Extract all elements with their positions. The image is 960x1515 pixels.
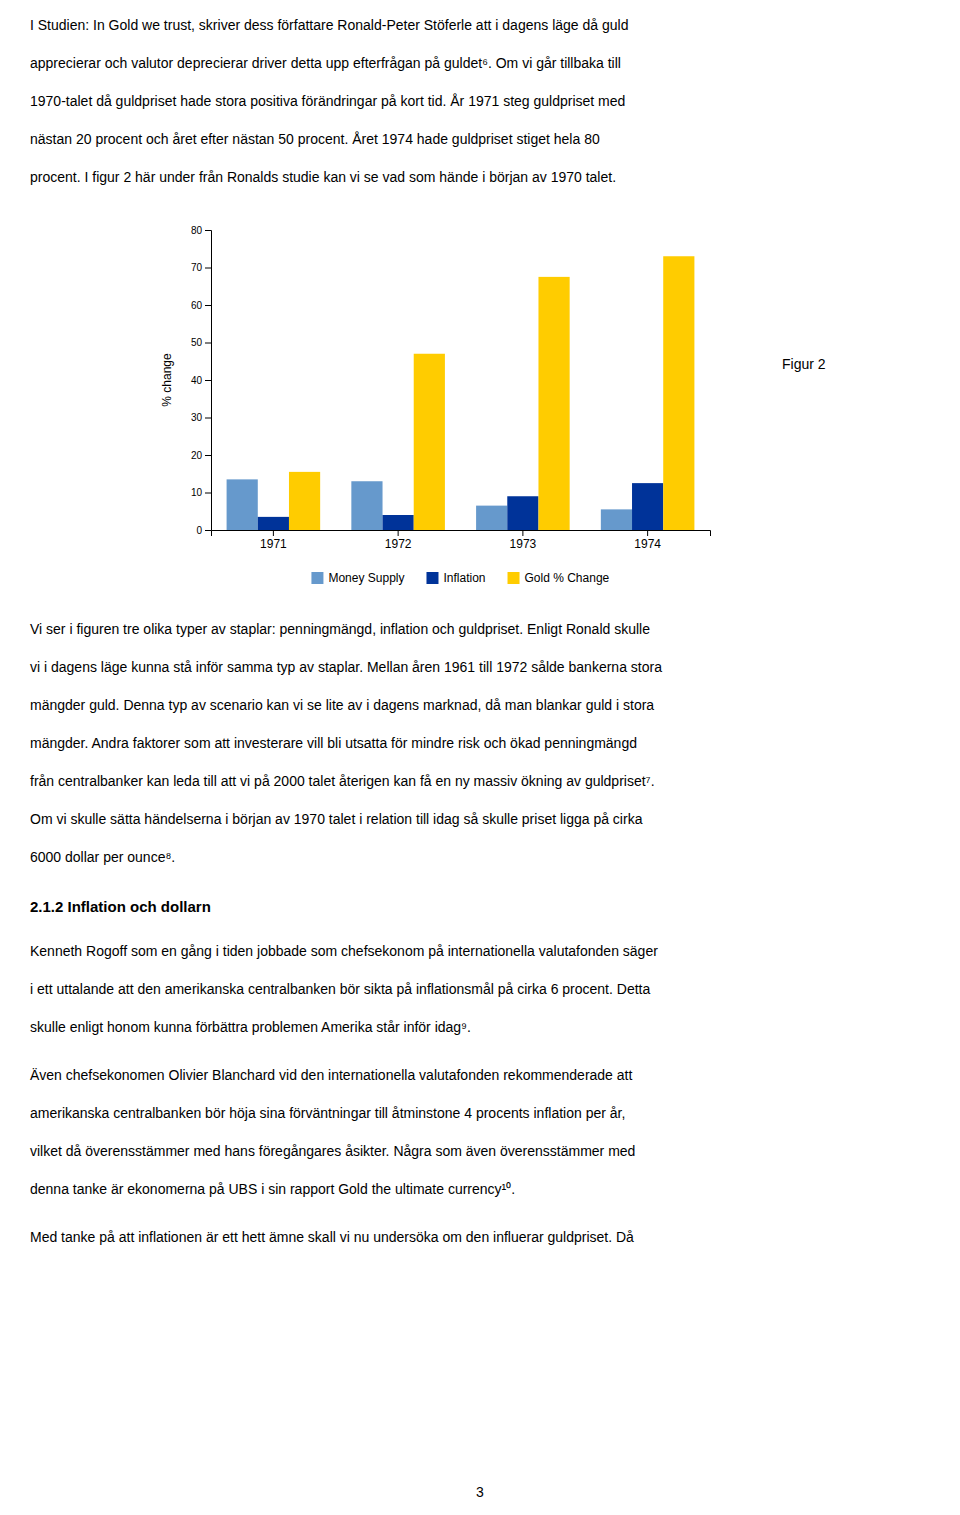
- tick-label: 60: [191, 300, 203, 311]
- text-line: i ett uttalande att den amerikanska cent…: [30, 981, 650, 997]
- tick-mark: [273, 530, 274, 536]
- tick: 1973: [510, 530, 537, 551]
- tick-label: 20: [191, 450, 203, 461]
- legend-item: Money Supply: [311, 571, 404, 585]
- text-line: denna tanke är ekonomerna på UBS i sin r…: [30, 1181, 515, 1197]
- bar: [476, 506, 507, 530]
- tick-mark: [205, 343, 211, 344]
- tick: 0: [196, 525, 211, 536]
- tick-mark: [205, 493, 211, 494]
- text-line: mängder guld. Denna typ av scenario kan …: [30, 697, 654, 713]
- text-line: 6000 dollar per ounce⁸.: [30, 849, 175, 865]
- text-line: Även chefsekonomen Olivier Blanchard vid…: [30, 1067, 632, 1083]
- tick-mark: [205, 268, 211, 269]
- page-number: 3: [476, 1484, 484, 1500]
- tick-mark: [205, 530, 211, 531]
- tick: 40: [191, 375, 211, 386]
- bar: [601, 509, 632, 530]
- tick-mark: [522, 530, 523, 536]
- text-line: Kenneth Rogoff som en gång i tiden jobba…: [30, 943, 658, 959]
- text-line: Om vi skulle sätta händelserna i början …: [30, 811, 643, 827]
- tick-label: 10: [191, 487, 203, 498]
- bar: [663, 256, 694, 530]
- tick: 20: [191, 450, 211, 461]
- text-line: apprecierar och valutor deprecierar driv…: [30, 55, 621, 71]
- tick: 1974: [634, 530, 661, 551]
- text-line: från centralbanker kan leda till att vi …: [30, 773, 655, 789]
- text-line: vilket då överensstämmer med hans föregå…: [30, 1143, 635, 1159]
- tick: 30: [191, 412, 211, 423]
- tick-label: 30: [191, 412, 203, 423]
- bar: [632, 483, 663, 530]
- tick-mark: [398, 530, 399, 536]
- bar: [507, 496, 538, 530]
- legend-swatch: [311, 572, 323, 584]
- tick: 1971: [260, 530, 287, 551]
- tick: 60: [191, 300, 211, 311]
- text-line: I Studien: In Gold we trust, skriver des…: [30, 17, 628, 33]
- y-axis: 0 10 20 30 40 50 60 70 80: [191, 225, 212, 536]
- bar: [227, 479, 258, 530]
- bar: [383, 515, 414, 530]
- text-line: Med tanke på att inflationen är ett hett…: [30, 1229, 634, 1245]
- text-line: mängder. Andra faktorer som att invester…: [30, 735, 637, 751]
- tick: 50: [191, 337, 211, 348]
- annotation: Figur 2: [782, 356, 826, 372]
- axis-domain: [205, 231, 212, 531]
- x-axis: 1971 1972 1973 1974: [212, 530, 711, 551]
- tick-label: 1973: [510, 537, 537, 551]
- text-line: vi i dagens läge kunna stå inför samma t…: [30, 659, 662, 675]
- tick-label: 40: [191, 375, 203, 386]
- tick-mark: [205, 230, 211, 231]
- chart: 0 10 20 30 40 50 60 70 80 1971 1972 1973 1974 % chang…: [160, 225, 711, 551]
- bars: [227, 256, 695, 530]
- axis-domain: [212, 531, 711, 537]
- tick: 1972: [385, 530, 412, 551]
- axis-title: % change: [160, 353, 174, 407]
- tick-label: 50: [191, 337, 203, 348]
- tick: 70: [191, 262, 211, 273]
- tick-mark: [205, 418, 211, 419]
- tick-mark: [205, 380, 211, 381]
- text-line: amerikanska centralbanken bör höja sina …: [30, 1105, 625, 1121]
- legend: Money Supply Inflation Gold % Change: [311, 571, 609, 585]
- text-line: procent. I figur 2 här under från Ronald…: [30, 169, 616, 185]
- tick-label: 70: [191, 262, 203, 273]
- bar: [538, 277, 569, 530]
- text-line: Vi ser i figuren tre olika typer av stap…: [30, 621, 650, 637]
- heading: 2.1.2 Inflation och dollarn: [30, 898, 211, 915]
- text-line: skulle enligt honom kunna förbättra prob…: [30, 1019, 471, 1035]
- tick-label: 80: [191, 225, 203, 236]
- tick-mark: [647, 530, 648, 536]
- bar: [289, 472, 320, 530]
- tick-label: 1974: [634, 537, 661, 551]
- bar: [351, 481, 382, 530]
- legend-item: Gold % Change: [508, 571, 610, 585]
- tick-label: 1972: [385, 537, 412, 551]
- tick-label: 0: [196, 525, 202, 536]
- legend-item: Inflation: [426, 571, 485, 585]
- text-line: 1970-talet då guldpriset hade stora posi…: [30, 93, 625, 109]
- tick: 80: [191, 225, 211, 236]
- bar: [414, 354, 445, 530]
- tick-label: 1971: [260, 537, 287, 551]
- bar: [258, 517, 289, 530]
- text-line: nästan 20 procent och året efter nästan …: [30, 131, 600, 147]
- legend-swatch: [426, 572, 438, 584]
- page: I Studien: In Gold we trust, skriver des…: [0, 0, 960, 1515]
- tick-mark: [205, 455, 211, 456]
- legend-label: Money Supply: [328, 571, 404, 585]
- legend-label: Gold % Change: [525, 571, 610, 585]
- legend-swatch: [508, 572, 520, 584]
- tick: 10: [191, 487, 211, 498]
- legend-label: Inflation: [443, 571, 485, 585]
- tick-mark: [205, 305, 211, 306]
